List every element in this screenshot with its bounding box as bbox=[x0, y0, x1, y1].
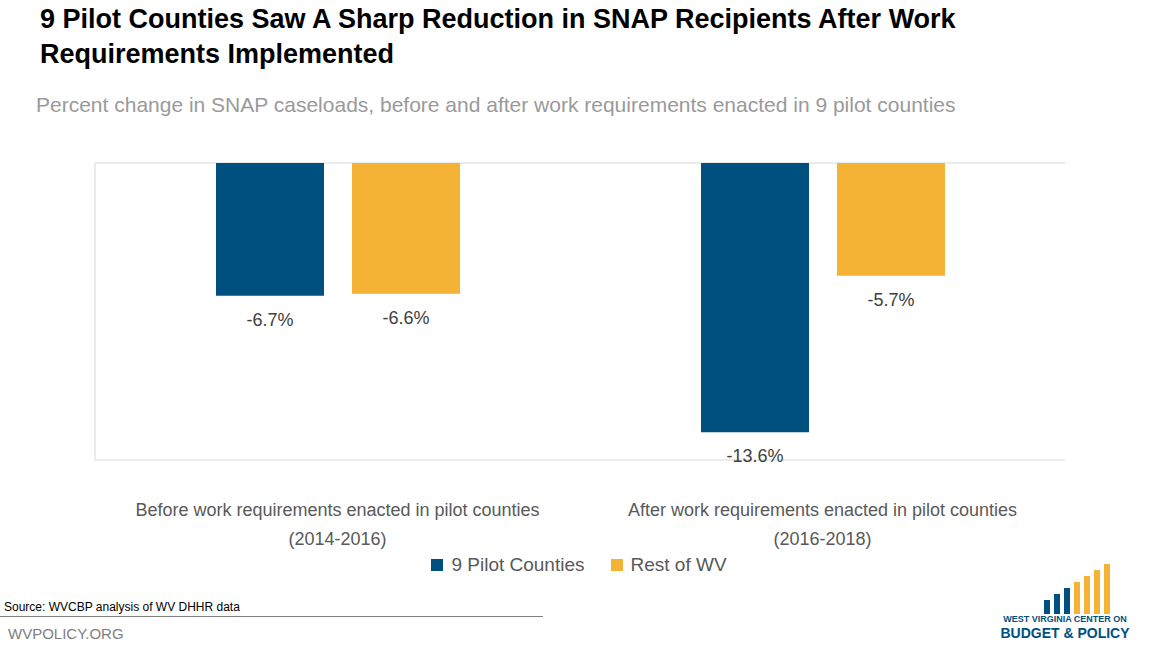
html-text:Rest of WV: Rest of WV bbox=[630, 554, 727, 575]
html-text:9 Pilot Counties Saw A Sharp R: 9 Pilot Counties Saw A Sharp Reduction i… bbox=[40, 4, 956, 69]
html-text:BUDGET & POLICY: BUDGET & POLICY bbox=[1000, 625, 1130, 641]
svg-text:(2014-2016): (2014-2016) bbox=[288, 529, 386, 549]
svg-text:-5.7%: -5.7% bbox=[867, 290, 914, 310]
html-text:Percent change in SNAP caseloa: Percent change in SNAP caseloads, before… bbox=[36, 93, 956, 116]
svg-text:(2016-2018): (2016-2018) bbox=[773, 529, 871, 549]
svg-text:-6.7%: -6.7% bbox=[246, 310, 293, 330]
html-text:WEST VIRGINIA CENTER ON: WEST VIRGINIA CENTER ON bbox=[1003, 614, 1127, 624]
svg-text:-13.6%: -13.6% bbox=[726, 446, 783, 466]
svg-text:After work requirements enacte: After work requirements enacted in pilot… bbox=[628, 500, 1017, 520]
html-text:Source: WVCBP analysis of WV D: Source: WVCBP analysis of WV DHHR data bbox=[4, 600, 240, 614]
svg-text:Before work requirements enact: Before work requirements enacted in pilo… bbox=[135, 500, 539, 520]
svg-text:-6.6%: -6.6% bbox=[382, 308, 429, 328]
html-text:9 Pilot Counties: 9 Pilot Counties bbox=[451, 554, 585, 575]
html-text:WVPOLICY.ORG: WVPOLICY.ORG bbox=[8, 625, 124, 642]
